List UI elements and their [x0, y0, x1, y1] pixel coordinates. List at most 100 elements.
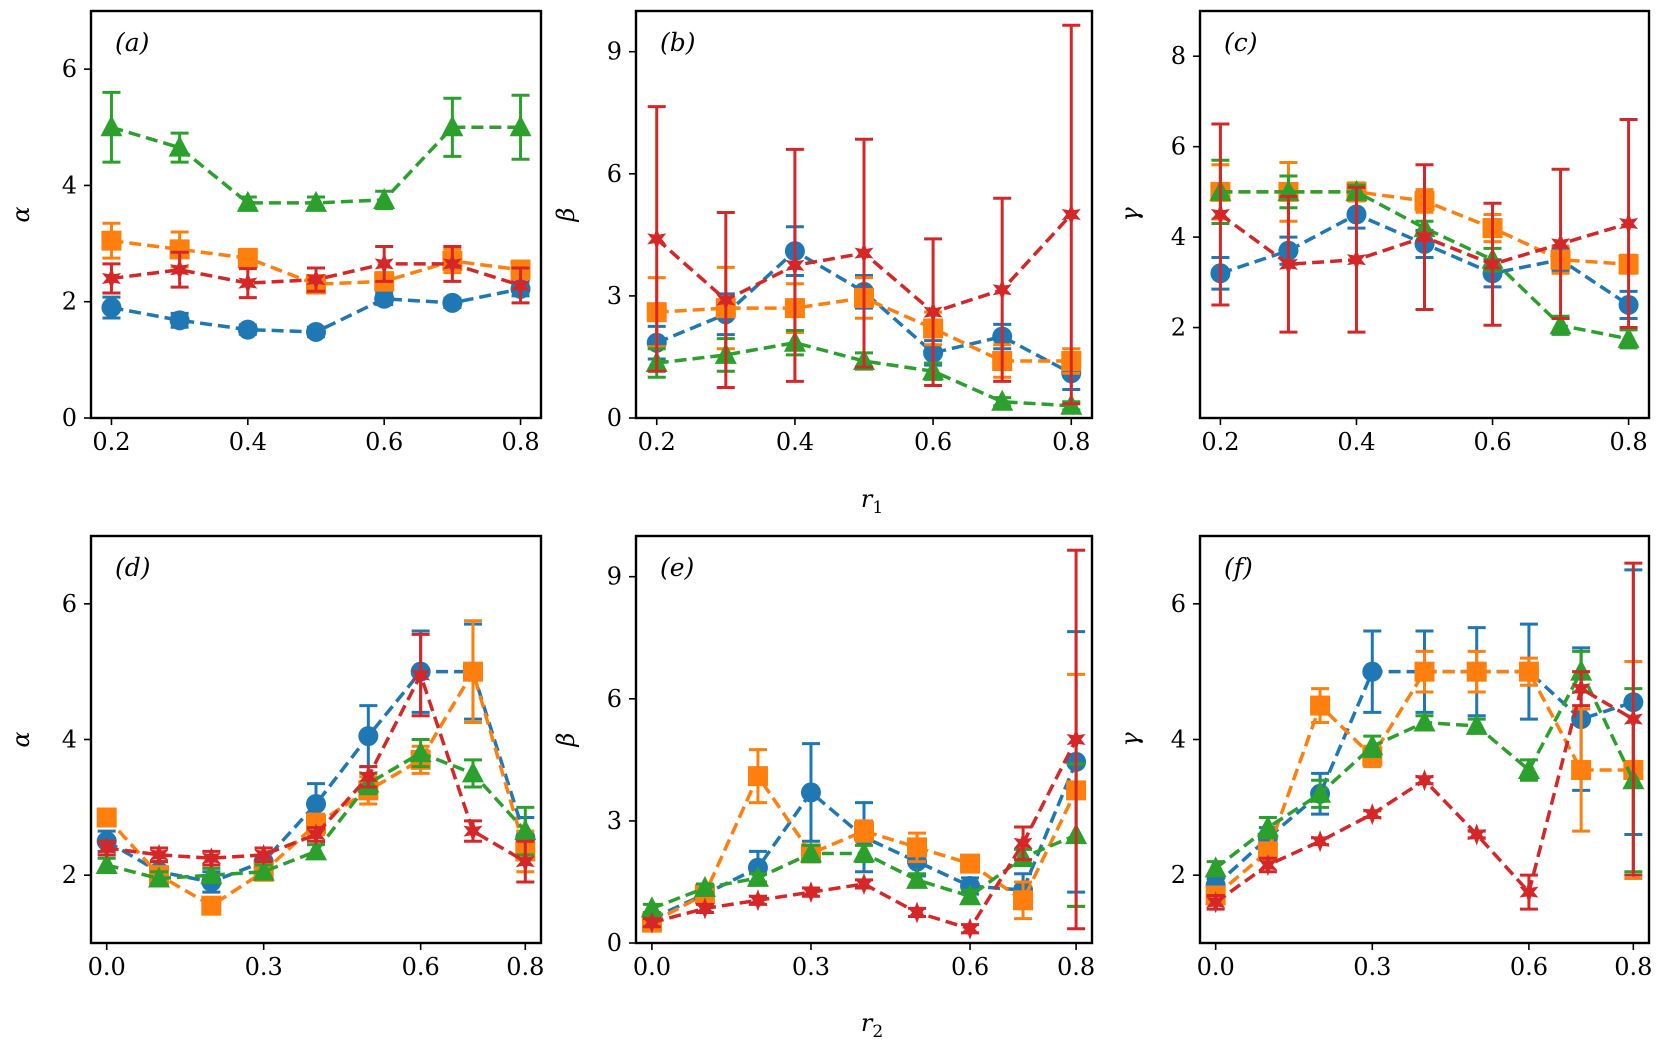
data-point: [1066, 728, 1086, 751]
data-point: [237, 319, 258, 340]
series-blue: [101, 278, 531, 342]
x-tick-label: 0.8: [1057, 953, 1095, 981]
data-point: [1414, 226, 1435, 249]
y-tick-label: 0: [607, 404, 622, 432]
data-point: [201, 847, 221, 870]
data-point: [97, 837, 117, 860]
data-point: [170, 258, 190, 281]
data-point: [461, 761, 484, 783]
data-point: [1310, 830, 1330, 853]
x-tick-label: 0.4: [1337, 428, 1375, 456]
data-point: [801, 881, 821, 904]
data-point: [992, 278, 1012, 301]
data-point: [358, 726, 379, 747]
data-point: [716, 288, 736, 311]
data-point: [305, 190, 327, 212]
y-axis-label: γ: [1116, 732, 1144, 747]
data-point: [101, 230, 122, 251]
y-tick-label: 4: [62, 171, 77, 199]
data-point: [511, 274, 531, 297]
data-point: [960, 917, 980, 940]
chart-panel-4: 0.0 0.3 0.6 0.8 2 4 6 α (d): [7, 534, 544, 981]
y-tick-label: 3: [607, 807, 622, 835]
data-point: [1362, 803, 1382, 826]
chart-panel-5: 0.0 0.3 0.6 0.8 0 3 6 9 β (e): [552, 534, 1095, 981]
x-tick-label: 0.6: [365, 428, 403, 456]
x-tick-label: 0.2: [638, 428, 676, 456]
data-point: [100, 115, 123, 137]
x-tick-label: 0.6: [914, 428, 952, 456]
plot-area: [1204, 561, 1645, 914]
data-point: [1617, 326, 1640, 348]
plot-area: [1209, 118, 1640, 350]
panel-label: (f): [1224, 553, 1253, 582]
y-axis-label: β: [552, 208, 580, 223]
x-tick-label: 0.6: [402, 953, 440, 981]
data-point: [1278, 253, 1298, 276]
series-line: [106, 670, 527, 864]
panels: 0.2 0.4 0.6 0.8 0 2 4 6 α (a) 0.2 0.4 0.6 0.8 0 3 6 9 β (b)…: [7, 9, 1652, 981]
x-tick-label: 0.3: [245, 953, 283, 981]
data-point: [1361, 734, 1384, 756]
data-point: [1619, 212, 1639, 235]
data-point: [1466, 661, 1487, 682]
data-point: [642, 911, 662, 934]
data-point: [306, 321, 326, 342]
y-tick-label: 6: [62, 55, 77, 83]
y-tick-label: 4: [62, 726, 77, 754]
data-point: [1210, 203, 1230, 226]
data-point: [509, 115, 532, 137]
panel-label: (e): [660, 553, 694, 582]
data-point: [1309, 781, 1332, 803]
data-point: [1483, 253, 1503, 276]
data-point: [373, 187, 396, 209]
plot-frame: [1198, 9, 1651, 420]
data-point: [96, 807, 117, 828]
plot-area: [640, 548, 1088, 940]
x-tick-label: 0.8: [1052, 428, 1090, 456]
data-point: [148, 866, 171, 888]
data-point: [907, 901, 927, 924]
x-tick-label: 0.8: [1610, 428, 1648, 456]
data-point: [515, 850, 535, 873]
y-tick-label: 6: [607, 685, 622, 713]
series-red: [97, 632, 535, 884]
data-point: [1519, 881, 1539, 904]
y-tick-label: 2: [1171, 861, 1186, 889]
y-tick-label: 4: [1171, 223, 1186, 251]
data-point: [799, 841, 822, 863]
data-point: [1256, 815, 1279, 837]
data-point: [1346, 248, 1366, 271]
data-point: [411, 664, 431, 687]
y-tick-label: 8: [1171, 42, 1186, 70]
data-point: [695, 897, 715, 920]
data-point: [200, 863, 223, 885]
data-point: [374, 288, 395, 309]
data-point: [1517, 758, 1540, 780]
data-point: [853, 841, 875, 863]
plot-area: [645, 23, 1083, 415]
y-tick-label: 0: [62, 404, 77, 432]
chart-panel-3: 0.2 0.4 0.6 0.8 2 4 6 8 γ (c): [1116, 9, 1651, 456]
data-point: [1206, 891, 1226, 914]
data-point: [748, 889, 768, 912]
series-green: [100, 90, 532, 212]
panel-label: (c): [1224, 28, 1258, 57]
row2-xlabel-subscript: 2: [872, 1022, 883, 1042]
x-tick-label: 0.4: [776, 428, 814, 456]
series-red: [647, 23, 1081, 406]
data-point: [854, 872, 874, 895]
data-point: [95, 852, 118, 874]
data-point: [238, 272, 258, 295]
data-point: [785, 254, 805, 277]
data-point: [959, 884, 982, 906]
series-red: [1206, 561, 1643, 914]
panel-label: (d): [115, 553, 151, 582]
data-point: [374, 252, 394, 275]
data-point: [1414, 769, 1435, 792]
data-point: [1518, 661, 1539, 682]
y-tick-label: 2: [62, 288, 77, 316]
series-line: [1214, 669, 1634, 897]
data-point: [1204, 856, 1227, 878]
data-point: [1571, 760, 1592, 781]
